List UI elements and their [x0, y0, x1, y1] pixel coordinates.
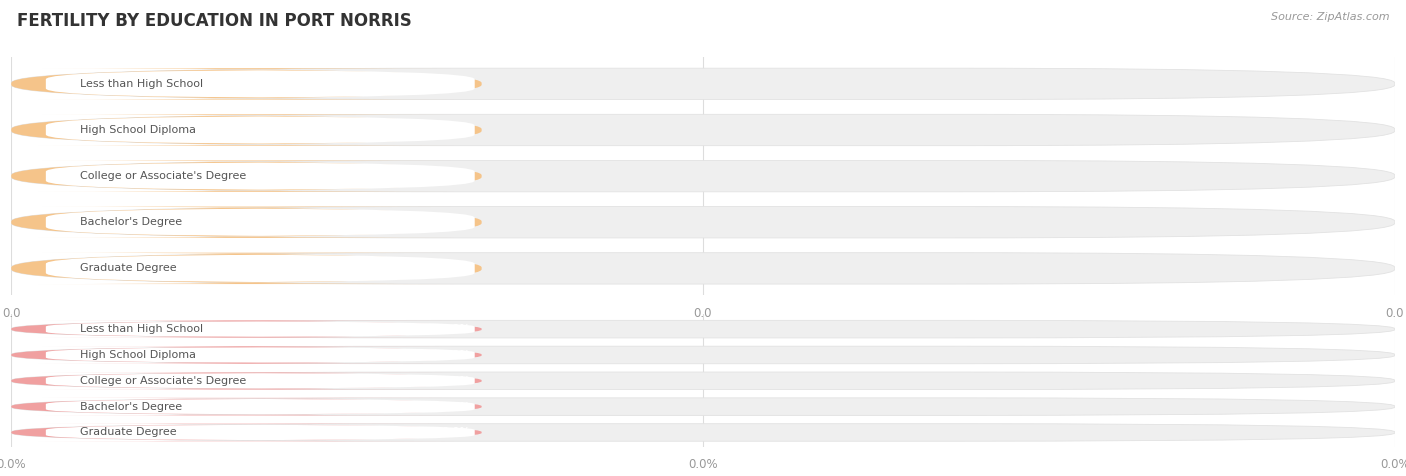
Text: Bachelor's Degree: Bachelor's Degree	[80, 217, 183, 227]
Text: Source: ZipAtlas.com: Source: ZipAtlas.com	[1271, 12, 1389, 22]
FancyBboxPatch shape	[11, 424, 482, 441]
Text: Graduate Degree: Graduate Degree	[80, 263, 177, 273]
Text: 0.0%: 0.0%	[688, 458, 718, 471]
Text: College or Associate's Degree: College or Associate's Degree	[80, 376, 246, 386]
FancyBboxPatch shape	[46, 116, 475, 144]
FancyBboxPatch shape	[11, 320, 1395, 338]
FancyBboxPatch shape	[11, 160, 1395, 192]
FancyBboxPatch shape	[46, 321, 475, 337]
FancyBboxPatch shape	[46, 208, 475, 236]
FancyBboxPatch shape	[11, 160, 482, 192]
FancyBboxPatch shape	[46, 70, 475, 98]
Text: 0.0%: 0.0%	[441, 402, 471, 412]
Text: 0.0: 0.0	[453, 125, 471, 135]
Text: 0.0: 0.0	[1385, 307, 1405, 320]
Text: Less than High School: Less than High School	[80, 79, 204, 89]
Text: 0.0%: 0.0%	[0, 458, 27, 471]
FancyBboxPatch shape	[11, 253, 1395, 284]
FancyBboxPatch shape	[46, 425, 475, 440]
Text: 0.0: 0.0	[693, 307, 713, 320]
FancyBboxPatch shape	[11, 346, 482, 364]
Text: 0.0%: 0.0%	[1379, 458, 1406, 471]
Text: 0.0%: 0.0%	[441, 376, 471, 386]
Text: FERTILITY BY EDUCATION IN PORT NORRIS: FERTILITY BY EDUCATION IN PORT NORRIS	[17, 12, 412, 30]
Text: 0.0: 0.0	[453, 263, 471, 273]
FancyBboxPatch shape	[11, 207, 1395, 238]
FancyBboxPatch shape	[11, 424, 1395, 441]
FancyBboxPatch shape	[46, 399, 475, 415]
FancyBboxPatch shape	[11, 398, 1395, 416]
Text: 0.0: 0.0	[453, 79, 471, 89]
Text: Graduate Degree: Graduate Degree	[80, 427, 177, 437]
Text: College or Associate's Degree: College or Associate's Degree	[80, 171, 246, 181]
FancyBboxPatch shape	[11, 68, 482, 99]
FancyBboxPatch shape	[11, 372, 482, 389]
Text: 0.0%: 0.0%	[441, 350, 471, 360]
FancyBboxPatch shape	[11, 114, 482, 146]
Text: High School Diploma: High School Diploma	[80, 350, 197, 360]
FancyBboxPatch shape	[11, 320, 482, 338]
FancyBboxPatch shape	[11, 398, 482, 416]
FancyBboxPatch shape	[11, 114, 1395, 146]
FancyBboxPatch shape	[11, 207, 482, 238]
FancyBboxPatch shape	[46, 347, 475, 363]
Text: 0.0%: 0.0%	[441, 324, 471, 334]
Text: Less than High School: Less than High School	[80, 324, 204, 334]
Text: High School Diploma: High School Diploma	[80, 125, 197, 135]
FancyBboxPatch shape	[11, 253, 482, 284]
Text: 0.0: 0.0	[453, 171, 471, 181]
Text: 0.0: 0.0	[1, 307, 21, 320]
Text: Bachelor's Degree: Bachelor's Degree	[80, 402, 183, 412]
Text: 0.0: 0.0	[453, 217, 471, 227]
FancyBboxPatch shape	[46, 162, 475, 190]
FancyBboxPatch shape	[46, 373, 475, 388]
FancyBboxPatch shape	[11, 346, 1395, 364]
FancyBboxPatch shape	[11, 68, 1395, 99]
FancyBboxPatch shape	[46, 255, 475, 282]
Text: 0.0%: 0.0%	[441, 427, 471, 437]
FancyBboxPatch shape	[11, 372, 1395, 389]
